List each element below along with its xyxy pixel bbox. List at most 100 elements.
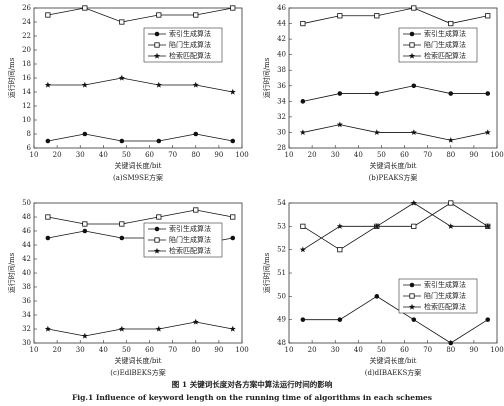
x-axis-label: 关键词长度/bit: [115, 161, 162, 170]
y-axis-label: 运行时间/ms: [7, 252, 16, 293]
x-tick-label: 20: [308, 346, 317, 354]
series-line: [302, 202, 488, 251]
plot-frame: [288, 202, 498, 344]
marker-circle: [82, 228, 88, 234]
x-tick-label: 30: [76, 151, 85, 159]
x-tick-label: 30: [331, 346, 340, 354]
x-tick-label: 100: [235, 346, 248, 354]
y-axis-label: 运行时间/ms: [262, 252, 271, 293]
y-tick-label: 48: [277, 339, 286, 347]
marker-square: [230, 5, 236, 11]
marker-square: [82, 221, 88, 227]
series-line: [302, 85, 488, 102]
legend-label: 陷门生成算法: [169, 40, 211, 49]
marker-star: [81, 332, 88, 339]
y-axis-label: 运行时间/ms: [262, 57, 271, 98]
y-tick-label: 34: [22, 311, 31, 319]
y-tick-label: 46: [277, 4, 286, 12]
series-line: [47, 77, 233, 93]
marker-circle: [300, 317, 306, 322]
x-tick-label: 60: [400, 346, 409, 354]
x-tick-label: 40: [354, 151, 363, 159]
x-tick-label: 20: [308, 151, 317, 159]
x-tick-label: 20: [53, 151, 62, 159]
subtitle: (d)dIBAEKS方案: [365, 368, 422, 377]
marker-square: [82, 5, 88, 11]
y-tick-label: 49: [277, 316, 286, 324]
marker-circle: [193, 131, 199, 137]
x-tick-label: 40: [99, 151, 108, 159]
marker-square: [485, 13, 491, 19]
x-tick-label: 70: [423, 151, 432, 159]
y-tick-label: 38: [22, 283, 31, 291]
x-tick-label: 20: [53, 346, 62, 354]
marker-star: [336, 223, 343, 229]
marker-square: [156, 214, 162, 220]
marker-star: [81, 81, 88, 88]
marker-square: [156, 12, 162, 18]
marker-circle: [485, 91, 491, 96]
marker-star: [192, 318, 199, 325]
x-tick-label: 40: [354, 346, 363, 354]
marker-star: [44, 325, 51, 332]
y-tick-label: 24: [22, 18, 31, 26]
caption-cn: 图 1 关键词长度对各方案中算法运行时间的影响: [172, 379, 333, 389]
marker-star: [410, 129, 417, 136]
y-tick-label: 46: [22, 227, 31, 235]
marker-star: [153, 247, 161, 254]
y-tick-label: 52: [277, 246, 286, 254]
series-line: [302, 124, 488, 141]
marker-circle: [374, 91, 380, 96]
subtitle: (c)EdlBEKS方案: [110, 368, 166, 377]
x-tick-label: 90: [469, 346, 478, 354]
x-tick-label: 30: [76, 346, 85, 354]
x-tick-label: 80: [446, 346, 455, 354]
series-line: [302, 7, 488, 24]
x-tick-label: 70: [423, 346, 432, 354]
marker-square: [45, 214, 51, 220]
y-tick-label: 42: [22, 255, 31, 263]
marker-circle: [82, 131, 88, 137]
marker-star: [44, 81, 51, 88]
x-tick-label: 10: [285, 346, 294, 354]
legend-label: 索引生成算法: [169, 29, 211, 38]
legend-label: 陷门生成算法: [424, 40, 466, 49]
x-tick-label: 60: [400, 151, 409, 159]
marker-circle: [374, 294, 380, 299]
y-tick-label: 30: [22, 339, 31, 347]
y-tick-label: 38: [277, 66, 286, 74]
y-tick-label: 32: [22, 325, 31, 333]
marker-star: [484, 129, 491, 136]
marker-star: [299, 246, 306, 253]
x-tick-label: 50: [377, 151, 386, 159]
marker-square: [411, 223, 417, 229]
y-axis-label: 运行时间/ms: [7, 57, 16, 98]
marker-square: [119, 221, 125, 227]
y-tick-label: 14: [22, 88, 31, 96]
marker-star: [447, 137, 454, 143]
y-tick-label: 40: [277, 51, 286, 59]
marker-square: [409, 42, 415, 48]
y-tick-label: 48: [22, 213, 31, 221]
marker-circle: [45, 235, 51, 241]
marker-circle: [119, 235, 125, 241]
legend-label: 索引生成算法: [424, 280, 466, 289]
marker-star: [410, 199, 417, 206]
x-tick-label: 80: [191, 151, 200, 159]
marker-circle: [409, 31, 415, 37]
series-line: [47, 133, 233, 142]
marker-star: [447, 223, 454, 229]
marker-square: [448, 200, 454, 206]
x-tick-label: 10: [30, 346, 39, 354]
legend-label: 陷门生成算法: [424, 291, 466, 300]
marker-star: [192, 81, 199, 88]
y-tick-label: 53: [277, 222, 286, 230]
x-axis-label: 关键词长度/bit: [370, 161, 417, 170]
marker-square: [337, 247, 343, 253]
x-tick-label: 70: [168, 151, 177, 159]
legend-label: 检索匹配算法: [169, 246, 211, 255]
marker-square: [193, 207, 199, 213]
x-tick-label: 90: [214, 151, 223, 159]
x-tick-label: 40: [99, 346, 108, 354]
